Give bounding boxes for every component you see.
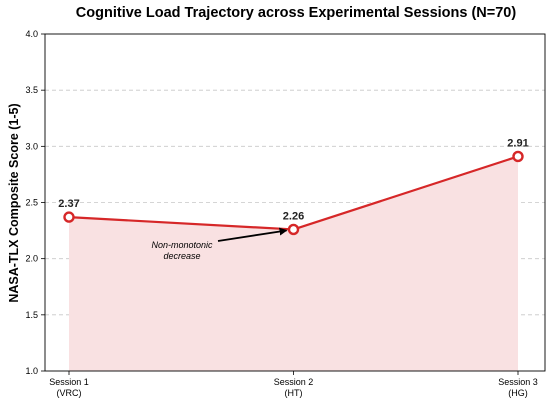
y-tick-label: 2.5 [25,198,38,208]
data-value-label: 2.26 [283,210,304,222]
annotation-text: decrease [163,251,200,261]
x-tick-label: (VRC) [57,388,82,398]
x-tick-label: Session 3 [498,377,538,387]
data-point-marker [512,150,524,163]
y-tick-label: 3.5 [25,85,38,95]
data-points [63,150,524,236]
data-labels: 2.37 2.26 2.91 [58,137,528,222]
x-tick-label: (HT) [285,388,303,398]
y-tick-label: 1.5 [25,310,38,320]
data-point-marker [63,211,75,223]
y-axis-label: NASA-TLX Composite Score (1-5) [7,103,21,302]
y-tick-label: 4.0 [25,29,38,39]
y-tick-label: 1.0 [25,366,38,376]
y-axis-ticks: 1.0 1.5 2.0 2.5 3.0 3.5 4.0 [25,29,45,376]
area-fill-path [69,156,518,371]
y-tick-label: 3.0 [25,141,38,151]
annotation-arrow [217,227,288,242]
annotation-text: Non-monotonic [151,240,213,250]
data-value-label: 2.91 [507,137,528,149]
data-point-marker [287,223,300,236]
x-tick-label: Session 1 [49,377,89,387]
x-tick-label: (HG) [508,388,528,398]
x-axis-ticks: Session 1(VRC) Session 2(HT) Session 3(HG) [49,371,538,398]
x-tick-label: Session 2 [274,377,314,387]
area-fill [69,156,518,371]
chart-title: Cognitive Load Trajectory across Experim… [76,5,517,21]
y-tick-label: 2.0 [25,254,38,264]
data-value-label: 2.37 [58,198,79,210]
